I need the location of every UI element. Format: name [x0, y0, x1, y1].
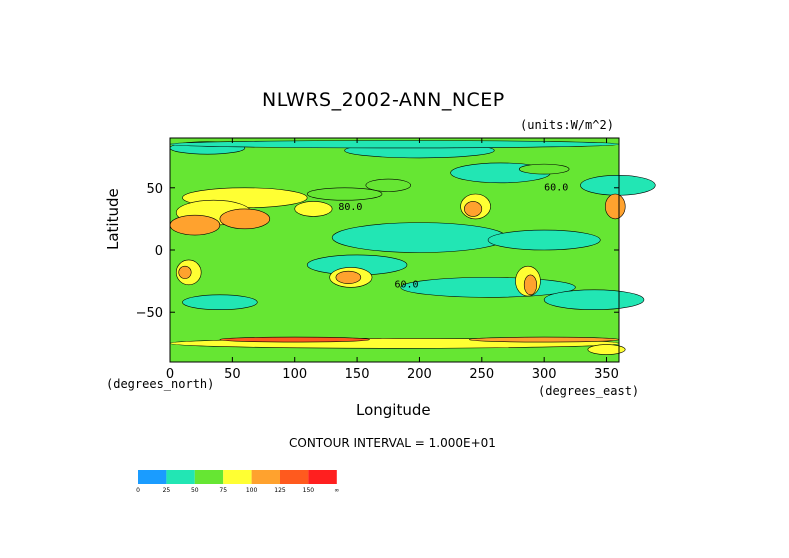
field-region: [219, 208, 271, 230]
x-axis-label: Longitude: [356, 401, 431, 419]
field-region: [464, 201, 483, 217]
contour-interval-note: CONTOUR INTERVAL = 1.000E+01: [289, 436, 496, 450]
field-region: [587, 344, 626, 355]
x-tick-label: 350: [594, 367, 619, 382]
colorbar-swatch: [280, 470, 309, 484]
colorbar-swatch: [194, 470, 224, 484]
field-region: [335, 270, 362, 284]
field-region: [169, 214, 221, 236]
contour-label: 80.0: [338, 202, 362, 213]
field-region: [604, 193, 626, 220]
x-tick-label: 150: [345, 367, 370, 382]
x-tick-label: 100: [282, 367, 307, 382]
colorbar-tick-label: 25: [163, 487, 171, 494]
field-region: [543, 289, 645, 311]
colorbar-swatch: [166, 470, 195, 484]
x-axis-units: (degrees_east): [538, 384, 640, 398]
colorbar-swatch: [138, 470, 167, 484]
x-tick-label: 250: [469, 367, 494, 382]
contour-label: 60.0: [544, 182, 568, 193]
x-tick-label: 0: [166, 367, 174, 382]
field-region: [306, 187, 383, 201]
field-region: [294, 201, 333, 217]
contour-label: 60.0: [395, 279, 419, 290]
colorbar-tick-label: 75: [219, 487, 227, 494]
field-region: [365, 178, 412, 192]
colorbar-swatch: [223, 470, 252, 484]
colorbar-swatch: [308, 470, 337, 484]
colorbar-tick-label: 125: [274, 487, 286, 494]
chart-title: NLWRS_2002-ANN_NCEP: [262, 89, 505, 111]
y-tick-label: 0: [155, 244, 163, 259]
field-region: [169, 140, 620, 149]
y-tick-label: 50: [146, 182, 163, 197]
x-tick-label: 200: [407, 367, 432, 382]
colorbar-tick-label: 150: [303, 487, 315, 494]
field-region: [487, 229, 601, 251]
field-region: [219, 336, 370, 343]
colorbar-tick-label: 0: [136, 487, 140, 494]
y-tick-label: −50: [136, 306, 163, 321]
colorbar-tick-label: ∞: [334, 487, 339, 494]
units-label: (units:W/m^2): [520, 118, 614, 132]
colorbar-swatch: [251, 470, 280, 484]
field-region: [469, 336, 620, 343]
field-region: [331, 222, 508, 253]
field-region: [178, 265, 192, 279]
x-tick-label: 50: [224, 367, 241, 382]
field-region: [400, 277, 576, 298]
x-tick-label: 300: [532, 367, 557, 382]
field-region: [580, 175, 656, 196]
field-region: [523, 274, 537, 296]
colorbar-tick-label: 50: [191, 487, 199, 494]
field-region: [518, 163, 570, 175]
colorbar-tick-label: 100: [246, 487, 258, 494]
y-axis-units: (degrees_north): [106, 377, 215, 391]
field-region: [182, 294, 258, 311]
